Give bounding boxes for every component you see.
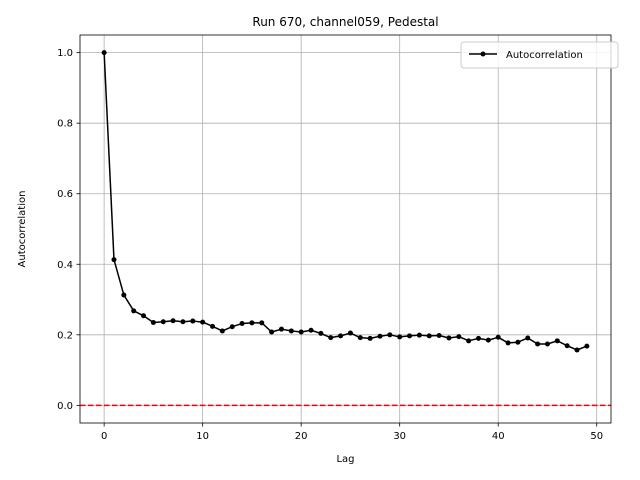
x-tick-label: 40 <box>492 431 505 442</box>
data-point <box>288 328 294 334</box>
data-point <box>495 334 501 340</box>
data-point <box>584 343 590 349</box>
data-point <box>200 319 206 325</box>
data-point <box>475 335 481 341</box>
data-point <box>269 329 275 335</box>
data-point <box>278 326 284 332</box>
data-point <box>515 339 521 345</box>
data-point <box>456 334 462 340</box>
y-tick-label: 0.6 <box>57 189 73 200</box>
data-point <box>219 328 225 334</box>
data-point <box>229 324 235 330</box>
data-point <box>239 321 245 327</box>
chart-title: Run 670, channel059, Pedestal <box>252 15 438 29</box>
x-axis-ticks: 0 10 20 30 40 50 <box>101 423 603 442</box>
x-tick-label: 50 <box>590 431 603 442</box>
data-point <box>525 335 531 341</box>
x-axis-title: Lag <box>336 454 354 465</box>
data-point <box>121 292 127 298</box>
data-point <box>485 337 491 343</box>
y-tick-label: 0.4 <box>57 260 73 271</box>
x-tick-label: 0 <box>101 431 107 442</box>
data-point <box>338 333 344 339</box>
x-tick-label: 10 <box>196 431 209 442</box>
data-point <box>377 333 383 339</box>
data-point <box>564 343 570 349</box>
data-point <box>298 329 304 335</box>
data-point <box>101 50 107 56</box>
legend-box <box>460 41 619 69</box>
data-point <box>387 332 393 338</box>
data-point <box>111 257 117 263</box>
data-point <box>505 340 511 346</box>
data-point <box>150 319 156 325</box>
data-point <box>131 308 137 314</box>
data-point <box>554 338 560 344</box>
data-point <box>170 318 176 324</box>
data-point <box>544 341 550 347</box>
y-tick-label: 1.0 <box>57 48 73 59</box>
data-point <box>574 347 580 353</box>
data-point <box>328 335 334 341</box>
y-tick-label: 0.8 <box>57 119 73 130</box>
data-point <box>259 320 265 326</box>
x-tick-label: 20 <box>295 431 308 442</box>
data-point <box>190 318 196 324</box>
data-point <box>535 341 541 347</box>
data-point <box>141 313 147 319</box>
data-point <box>397 334 403 340</box>
data-point <box>407 333 413 339</box>
data-point <box>347 330 353 336</box>
y-tick-label: 0.0 <box>57 401 73 412</box>
y-axis-title: Autocorrelation <box>17 191 28 268</box>
data-point <box>308 327 314 333</box>
data-point <box>426 333 432 339</box>
y-axis-ticks: 0.0 0.2 0.4 0.6 0.8 1.0 <box>57 48 80 412</box>
data-point <box>318 330 324 336</box>
legend-label-autocorrelation: Autocorrelation <box>506 50 583 61</box>
series-layer <box>101 50 590 353</box>
legend: Autocorrelation <box>460 41 619 69</box>
x-tick-label: 30 <box>393 431 406 442</box>
data-point <box>416 332 422 338</box>
plot-frame <box>79 34 612 424</box>
data-point <box>436 333 442 339</box>
data-point <box>160 319 166 325</box>
data-point <box>180 319 186 325</box>
y-tick-label: 0.2 <box>57 330 73 341</box>
data-point <box>357 335 363 341</box>
data-point <box>210 323 216 329</box>
data-point <box>466 338 472 344</box>
legend-marker-autocorrelation <box>480 51 486 57</box>
data-point <box>446 335 452 341</box>
data-point <box>249 320 255 326</box>
data-point <box>367 335 373 341</box>
